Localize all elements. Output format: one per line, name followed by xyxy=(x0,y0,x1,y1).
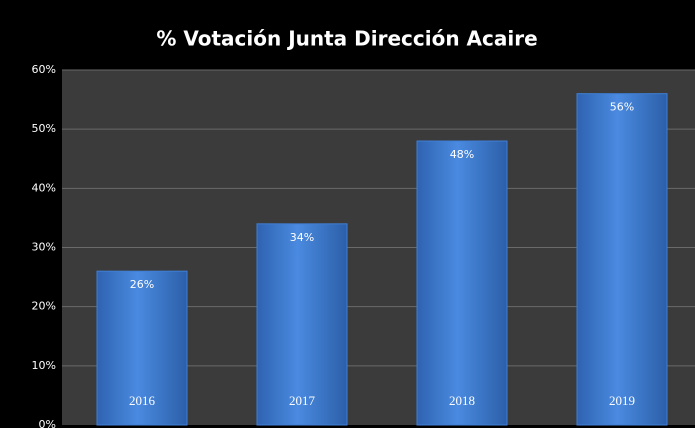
bar xyxy=(96,270,188,426)
bar xyxy=(416,140,508,426)
bar xyxy=(576,93,668,426)
data-label: 34% xyxy=(290,231,314,244)
y-tick-label: 40% xyxy=(32,181,56,194)
x-tick-label: 2017 xyxy=(289,393,316,408)
y-tick-label: 60% xyxy=(32,63,56,76)
y-tick-label: 50% xyxy=(32,122,56,135)
x-tick-label: 2018 xyxy=(449,393,475,408)
y-tick-label: 20% xyxy=(32,300,56,313)
bar xyxy=(256,223,348,426)
y-tick-label: 0% xyxy=(39,418,56,428)
x-tick-label: 2019 xyxy=(609,393,635,408)
data-label: 56% xyxy=(610,101,634,114)
data-label: 26% xyxy=(130,278,154,291)
x-tick-label: 2016 xyxy=(129,393,156,408)
chart-title: % Votación Junta Dirección Acaire xyxy=(156,27,537,51)
y-tick-label: 30% xyxy=(32,241,56,254)
y-tick-label: 10% xyxy=(32,359,56,372)
data-label: 48% xyxy=(450,148,474,161)
